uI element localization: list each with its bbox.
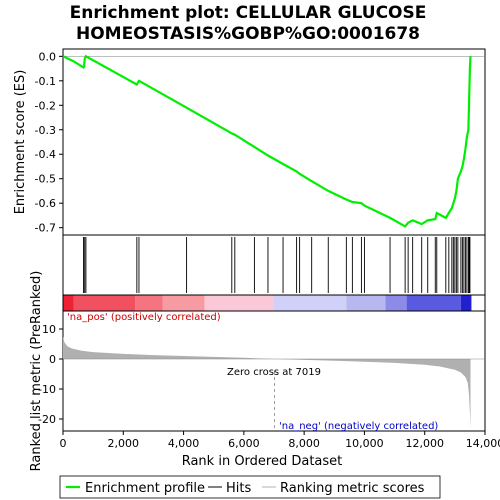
legend: Enrichment profile Hits Ranking metric s… <box>59 475 441 499</box>
x-axis-label: Rank in Ordered Dataset <box>182 454 343 469</box>
heatmap-segment <box>204 295 274 311</box>
x-tick-label: 6,000 <box>228 437 260 450</box>
chart-title-line1: Enrichment plot: CELLULAR GLUCOSE <box>70 3 427 23</box>
pos-correlated-label: 'na_pos' (positively correlated) <box>67 312 221 323</box>
metric-panel-frame <box>62 310 486 432</box>
hits-lines <box>83 237 471 293</box>
heatmap-segment <box>162 295 205 311</box>
heatmap-segment <box>274 295 347 311</box>
neg-correlated-label: 'na_neg' (negatively correlated) <box>279 421 438 432</box>
x-axis-ticks: 0 2,000 4,000 6,000 8,000 10,000 12,000 14,000 <box>60 431 500 450</box>
enrichment-profile-line <box>62 54 472 228</box>
x-tick-label: 0 <box>60 437 67 450</box>
es-y-tick-label: -0.5 <box>35 173 56 186</box>
es-y-tick-label: -0.2 <box>35 99 56 112</box>
metric-panel: 10 0 -10 -20 'na_pos' (positively correlate… <box>29 271 486 472</box>
heatmap-strip <box>62 294 486 312</box>
heatmap-segment <box>385 295 407 311</box>
es-panel: 0.0 -0.1 -0.2 -0.3 -0.4 -0.5 -0.6 -0.7 Enrichme… <box>13 48 486 236</box>
x-tick-label: 2,000 <box>108 437 140 450</box>
heatmap-segment <box>63 295 74 311</box>
x-tick-label: 14,000 <box>466 437 500 450</box>
es-y-ticks: 0.0 -0.1 -0.2 -0.3 -0.4 -0.5 -0.6 -0.7 <box>35 50 63 235</box>
es-y-axis-label: Enrichment score (ES) <box>13 70 28 215</box>
zero-cross-label: Zero cross at 7019 <box>227 367 321 378</box>
es-y-tick-label: -0.3 <box>35 124 56 137</box>
hits-panel <box>62 234 486 296</box>
metric-y-tick-label: -10 <box>38 383 56 396</box>
x-tick-label: 12,000 <box>405 437 444 450</box>
es-y-tick-label: 0.0 <box>39 50 57 63</box>
x-tick-label: 4,000 <box>168 437 200 450</box>
legend-label-hits: Hits <box>226 481 251 496</box>
x-tick-label: 8,000 <box>288 437 320 450</box>
chart-title-line2: HOMEOSTASIS%GOBP%GO:0001678 <box>76 24 420 44</box>
es-y-tick-label: -0.1 <box>35 75 56 88</box>
legend-label-enrichment: Enrichment profile <box>85 481 205 496</box>
metric-y-tick-label: -20 <box>38 413 56 426</box>
es-y-tick-label: -0.4 <box>35 148 56 161</box>
x-tick-label: 10,000 <box>345 437 384 450</box>
heatmap-segment <box>346 295 386 311</box>
heatmap-segments <box>63 295 472 311</box>
heatmap-segment <box>73 295 136 311</box>
ranking-metric-area <box>63 336 471 428</box>
heatmap-segment <box>460 295 472 311</box>
metric-y-ticks: 10 0 -10 -20 <box>38 323 63 426</box>
metric-y-tick-label: 0 <box>49 353 56 366</box>
metric-y-tick-label: 10 <box>42 323 56 336</box>
es-y-tick-label: -0.6 <box>35 197 56 210</box>
es-y-tick-label: -0.7 <box>35 222 56 235</box>
legend-frame <box>59 475 441 499</box>
hits-panel-frame <box>62 234 486 296</box>
es-panel-frame <box>62 48 486 236</box>
legend-label-metric: Ranking metric scores <box>280 481 425 496</box>
heatmap-segment <box>135 295 163 311</box>
heatmap-segment <box>406 295 461 311</box>
metric-y-axis-label: Ranked list metric (PreRanked) <box>29 271 44 472</box>
